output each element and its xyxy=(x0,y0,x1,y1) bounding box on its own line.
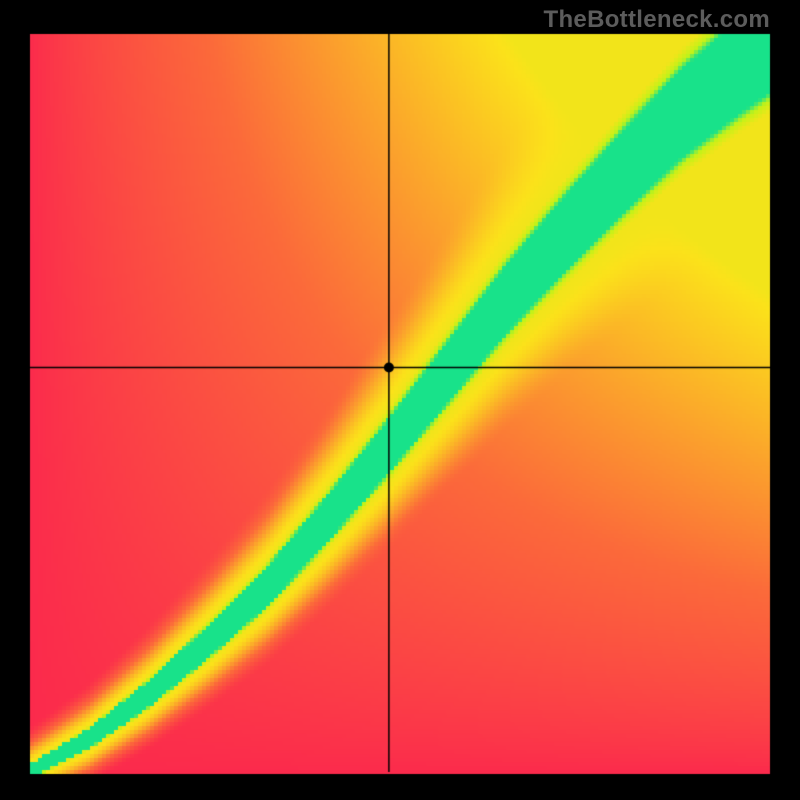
watermark-text: TheBottleneck.com xyxy=(544,6,770,34)
bottleneck-heatmap xyxy=(0,0,800,800)
